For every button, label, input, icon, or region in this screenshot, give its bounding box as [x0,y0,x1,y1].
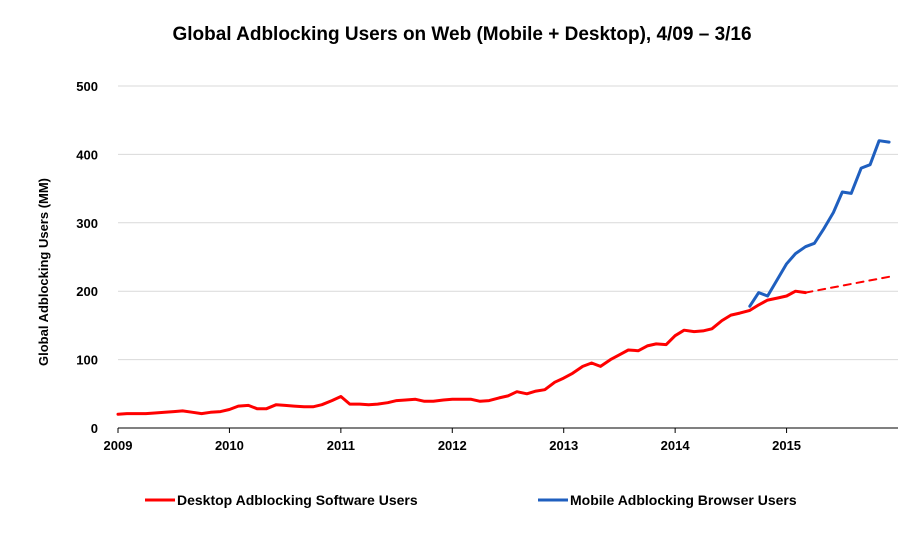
legend: Desktop Adblocking Software Users Mobile … [145,492,797,508]
y-tick-label: 0 [91,421,98,436]
legend-label: Mobile Adblocking Browser Users [570,492,797,508]
y-axis-label: Global Adblocking Users (MM) [36,178,51,366]
y-tick-label: 200 [76,284,98,299]
series-line-0 [116,289,807,416]
x-tick-labels: 2009 2010 2011 2012 2013 2014 2015 [104,428,801,453]
x-tick-label: 2014 [661,438,691,453]
y-tick-label: 500 [76,79,98,94]
series-line-1 [804,275,891,294]
x-tick-label: 2011 [327,438,355,453]
gridlines [118,85,898,429]
x-tick-label: 2009 [104,438,133,453]
x-tick-label: 2010 [215,438,244,453]
chart-title: Global Adblocking Users on Web (Mobile +… [172,24,751,45]
y-tick-label: 400 [76,147,98,162]
x-tick-label: 2015 [772,438,801,453]
y-tick-label: 300 [76,216,98,231]
x-tick-label: 2013 [549,438,578,453]
x-tick-label: 2012 [438,438,467,453]
series-lines [116,139,891,416]
y-tick-labels: 0 100 200 300 400 500 [76,79,98,436]
y-tick-label: 100 [76,353,98,368]
legend-label: Desktop Adblocking Software Users [177,492,418,508]
series-line-2 [748,139,891,308]
